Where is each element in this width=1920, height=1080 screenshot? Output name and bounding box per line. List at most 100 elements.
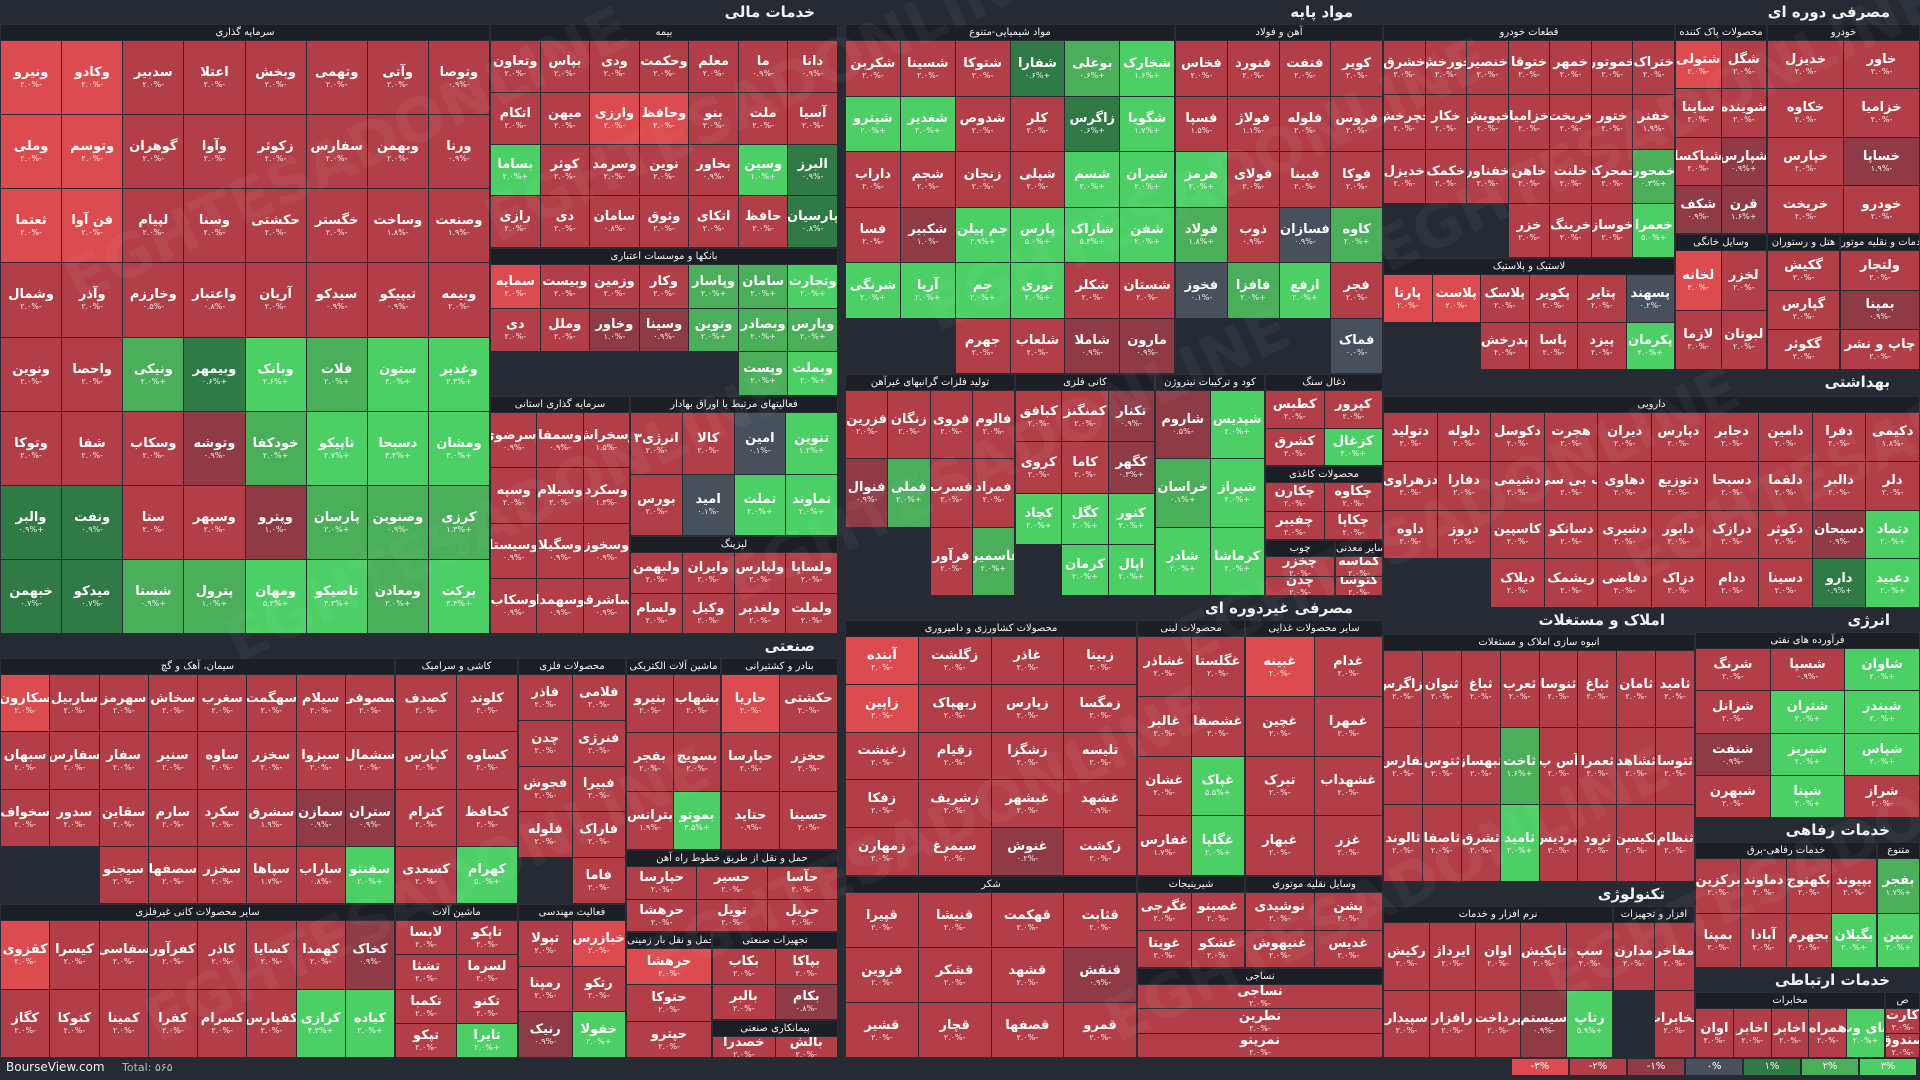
stock-tile[interactable]: کلوند -۲.۰% <box>457 675 517 732</box>
stock-tile[interactable]: حپارسا -۲.۰% <box>722 733 779 791</box>
stock-tile[interactable]: جم پیلن +۳.۹% <box>955 207 1010 262</box>
stock-tile[interactable]: سیجنو -۲.۰% <box>99 846 148 903</box>
stock-tile[interactable]: غزر -۲.۰% <box>1314 816 1382 875</box>
stock-tile[interactable]: غنیهوش -۲.۰% <box>1246 930 1314 967</box>
stock-tile[interactable]: شجم -۲.۰% <box>900 152 955 207</box>
stock-tile[interactable]: خکار -۲.۰% <box>1425 95 1467 149</box>
industry-group-title[interactable]: مخابرات <box>1696 993 1884 1008</box>
stock-tile[interactable]: ثباغ -۲.۰% <box>1461 651 1500 727</box>
stock-tile[interactable]: کصدف -۲.۰% <box>396 675 456 732</box>
stock-tile[interactable]: سصوفی-۲.۰% <box>345 675 394 732</box>
stock-tile[interactable]: سمازن -۰.۹% <box>296 789 345 846</box>
stock-tile[interactable]: سیمرغ -۲.۰% <box>918 828 991 875</box>
stock-tile[interactable]: پسهند -۰.۲% <box>1626 275 1674 322</box>
stock-tile[interactable]: زکوثر -۲.۰% <box>245 115 306 189</box>
stock-tile[interactable]: وآتی -۲.۰% <box>367 41 428 115</box>
stock-tile[interactable]: سشمال -۲.۰% <box>345 732 394 789</box>
stock-tile[interactable]: فروی -۲.۰% <box>930 391 972 459</box>
stock-tile[interactable]: شپدیس +۲.۰% <box>1210 391 1264 459</box>
industry-group-title[interactable]: کود و ترکیبات نیتروژن <box>1156 375 1264 390</box>
stock-tile[interactable]: فولای -۲.۰% <box>1227 152 1279 207</box>
stock-tile[interactable]: خفنر -۱.۹% <box>1633 95 1674 149</box>
industry-group-title[interactable]: وسایل نقلیه موتوری <box>1246 877 1382 892</box>
stock-tile[interactable]: شرانل -۲.۰% <box>1696 691 1770 733</box>
stock-tile[interactable]: وبانک +۲.۶% <box>245 337 306 411</box>
stock-tile[interactable]: خفناور -۲.۰% <box>1467 149 1508 203</box>
stock-tile[interactable]: چدن -۲.۰% <box>1266 576 1334 595</box>
stock-tile[interactable]: تبرک -۲.۰% <box>1246 756 1314 816</box>
industry-group-title[interactable]: خدمات و نقلیه موتور <box>1841 235 1919 250</box>
stock-tile[interactable]: آس پ -۲.۰% <box>1539 728 1578 804</box>
stock-tile[interactable]: کاما -۲.۰% <box>1062 442 1108 493</box>
stock-tile[interactable]: چخزر -۲.۰% <box>1266 557 1334 576</box>
stock-tile[interactable]: همراه -۲.۰% <box>1809 1009 1847 1057</box>
stock-tile[interactable]: خزامیا -۲.۰% <box>1508 95 1550 149</box>
stock-tile[interactable]: غالبر -۲.۰% <box>1138 696 1191 756</box>
stock-tile[interactable]: دفاضی -۲.۰% <box>1598 559 1652 607</box>
stock-tile[interactable]: وسخوز -۰.۹% <box>583 523 629 578</box>
industry-group-title[interactable]: سایر محصولات کانی غیرفلزی <box>1 905 394 920</box>
stock-tile[interactable]: ثفارس-۲.۰% <box>1384 728 1422 804</box>
stock-tile[interactable]: شغدیر +۲.۰% <box>900 96 955 151</box>
stock-tile[interactable]: ثبهساز-۲.۰% <box>1461 728 1500 804</box>
industry-group-title[interactable]: نرم افزار و خدمات <box>1384 907 1612 922</box>
stock-tile[interactable]: آریا +۲.۰% <box>900 263 955 318</box>
stock-tile[interactable]: فنوال -۰.۹% <box>846 459 888 527</box>
stock-tile[interactable]: پکویر -۲.۰% <box>1529 275 1577 322</box>
stock-tile[interactable]: ونوین -۲.۰% <box>1 337 62 411</box>
stock-tile[interactable]: ونیکی +۲.۰% <box>123 337 184 411</box>
stock-tile[interactable]: پتایر -۲.۰% <box>1578 275 1626 322</box>
stock-tile[interactable]: فلوله -۲.۰% <box>519 812 572 858</box>
stock-tile[interactable]: کرمان +۲.۰% <box>1062 544 1108 595</box>
industry-group-title[interactable]: کاشی و سرامیک <box>396 659 517 674</box>
stock-tile[interactable]: وسپهر -۲.۰% <box>184 485 245 559</box>
stock-tile[interactable]: سبزوا -۲.۰% <box>296 732 345 789</box>
stock-tile[interactable]: خبازرس -۲.۰% <box>572 921 625 966</box>
stock-tile[interactable]: فرآور -۲.۰% <box>930 527 972 595</box>
stock-tile[interactable]: واحصا -۲.۰% <box>62 337 123 411</box>
stock-tile[interactable]: کطبس -۲.۰% <box>1266 391 1324 428</box>
stock-tile[interactable]: وصنعت -۱.۹% <box>428 189 489 263</box>
stock-tile[interactable]: لازما -۲.۰% <box>1676 310 1721 369</box>
stock-tile[interactable]: فنرژی -۲.۰% <box>572 720 625 766</box>
stock-tile[interactable]: قشهد -۲.۰% <box>991 948 1064 1002</box>
stock-tile[interactable]: وکار -۲.۰% <box>639 265 689 308</box>
stock-tile[interactable]: سخاش -۲.۰% <box>148 675 197 732</box>
stock-tile[interactable]: بکهنوج -۲.۰% <box>1786 859 1831 913</box>
stock-tile[interactable]: ثرود -۲.۰% <box>1578 805 1617 881</box>
stock-tile[interactable]: ثتوس -۲.۰% <box>1422 728 1461 804</box>
stock-tile[interactable]: تنوین +۱.۲% <box>786 413 837 474</box>
stock-tile[interactable]: قچار -۲.۰% <box>918 1003 991 1057</box>
stock-tile[interactable]: پشن -۲.۰% <box>1314 893 1382 930</box>
industry-group-title[interactable]: شیرینیجات <box>1138 877 1244 892</box>
industry-group-title[interactable]: نساجی <box>1138 969 1382 984</box>
stock-tile[interactable]: کتوسا -۲.۰% <box>1336 576 1382 595</box>
stock-tile[interactable]: کفپارس -۲.۰% <box>247 989 296 1057</box>
stock-tile[interactable]: سخزر -۲.۰% <box>247 732 296 789</box>
stock-tile[interactable]: کاسپین -۲.۰% <box>1491 510 1544 559</box>
stock-tile[interactable]: غویتا -۲.۰% <box>1138 930 1191 967</box>
stock-tile[interactable]: سشرق -۱.۹% <box>247 789 296 846</box>
stock-tile[interactable]: چکاپا -۲.۰% <box>1324 511 1382 539</box>
stock-tile[interactable]: تکمبا -۲.۰% <box>396 989 456 1023</box>
stock-tile[interactable]: وسرضوی-۰.۹% <box>491 413 537 468</box>
stock-tile[interactable]: فماک -۰.۰% <box>1331 318 1382 373</box>
industry-group-title[interactable]: حمل و نقل از طریق خطوط راه آهن <box>627 851 837 866</box>
stock-tile[interactable]: قصفها -۲.۰% <box>991 1003 1064 1057</box>
stock-tile[interactable]: کیسرا -۲.۰% <box>50 921 99 989</box>
stock-tile[interactable]: ددام -۲.۰% <box>1705 559 1759 607</box>
industry-group-title[interactable]: پیمانکاری صنعتی <box>713 1021 837 1036</box>
stock-tile[interactable]: خدیزل -۲.۰% <box>1768 41 1843 89</box>
stock-tile[interactable]: لبوتان -۲.۰% <box>1721 310 1766 369</box>
stock-tile[interactable]: کاذر -۲.۰% <box>198 921 247 989</box>
stock-tile[interactable]: چکاوه -۲.۰% <box>1324 483 1382 511</box>
stock-tile[interactable]: دشیمی -۲.۰% <box>1491 461 1544 510</box>
stock-tile[interactable]: حریل -۲.۰% <box>767 899 837 931</box>
stock-tile[interactable]: بنو -۲.۰% <box>689 92 738 144</box>
stock-tile[interactable]: پیزد -۲.۰% <box>1578 322 1626 369</box>
stock-tile[interactable]: کسایا -۲.۰% <box>247 921 296 989</box>
stock-tile[interactable]: اتکام -۲.۰% <box>491 92 540 144</box>
stock-tile[interactable]: واعتبار -۰.۸% <box>184 263 245 337</box>
industry-group-title[interactable]: حمل و نقل بار زمینی <box>627 933 711 948</box>
stock-tile[interactable]: ب بی سی-۲.۰% <box>1544 461 1598 510</box>
